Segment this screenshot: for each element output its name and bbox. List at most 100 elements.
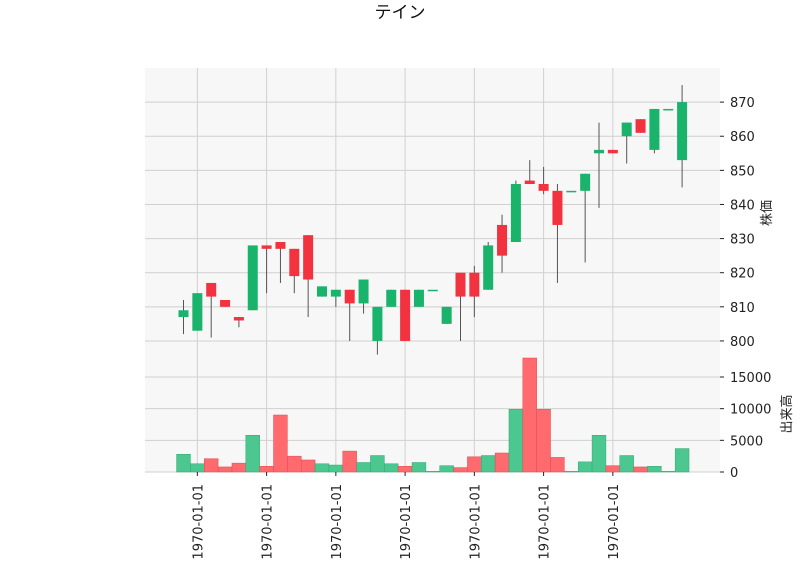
candle-body [303,235,314,280]
volume-bar [425,471,440,473]
candle-body [192,293,203,331]
candle-body [220,300,231,307]
price-panel-background [145,68,720,358]
candle-body [552,190,563,225]
candle-body [649,108,660,150]
volume-bar [508,409,524,473]
volume-bar [536,409,551,473]
candle-body [261,245,272,249]
candle-body [566,190,577,193]
candle-body [275,242,286,249]
volume-bar [647,466,662,473]
volume-bar [287,455,302,473]
volume-bar [467,456,482,473]
price-tick-label: 820 [730,267,755,282]
candle-body [497,224,508,256]
candle-body [386,289,397,307]
candle-body [289,248,300,277]
candle-body [317,286,327,297]
candle-body [427,289,438,292]
volume-bar [481,455,496,473]
candle-body [677,102,688,161]
volume-bar [176,454,191,473]
price-tick-label: 870 [730,96,755,111]
volume-bar [522,357,537,473]
x-tick-label: 1970-01-01 [330,484,345,560]
volume-bar [661,471,676,473]
volume-bar [273,414,288,473]
volume-bar [384,463,399,473]
candle-body [510,184,521,242]
candle-body [635,119,646,133]
volume-bar [633,466,648,473]
volume-bar [204,458,219,473]
volume-bar [605,465,621,473]
candle-body [344,289,355,304]
volume-bar [453,467,468,473]
price-tick-label: 860 [730,130,755,145]
volume-bar [217,466,233,473]
x-tick-label: 1970-01-01 [261,484,276,560]
volume-axis-label: 出来高 [779,394,795,433]
candle-body [594,149,604,154]
candle-body [607,149,618,154]
candle-body [233,317,244,321]
candle-body [178,310,189,318]
volume-bar [550,457,565,473]
volume-bars [176,357,690,473]
volume-bar [190,463,205,473]
candle-body [663,108,674,111]
candle-body [413,289,424,307]
price-tick-label: 830 [730,233,755,248]
candle-body [455,272,466,297]
volume-tick-label: 0 [730,466,738,481]
volume-bar [314,463,330,473]
volume-panel-background [145,358,720,472]
price-candles [178,85,688,355]
x-tick-label: 1970-01-01 [468,484,483,560]
x-tick-label: 1970-01-01 [607,484,622,560]
candle-body [247,245,258,311]
volume-bar [231,462,247,473]
volume-bar [619,455,634,473]
axes: 800 810 820 830 840 850 860 870 0 5000 10000 15000 1… [191,96,771,559]
candle-body [330,289,341,297]
candle-body [483,245,494,290]
chart-title: テイン [374,3,426,23]
candle-body [206,282,217,297]
price-tick-label: 840 [730,198,755,213]
volume-bar [370,455,385,473]
candle-body [441,306,452,324]
x-tick-label: 1970-01-01 [191,484,206,560]
volume-tick-label: 10000 [730,403,771,418]
volume-bar [259,466,274,473]
candle-body [621,122,632,137]
price-tick-label: 800 [730,335,755,350]
volume-bar [577,461,593,473]
candle-body [372,306,383,341]
candle-body [400,289,411,341]
volume-bar [397,466,413,473]
volume-bar [591,435,607,473]
candle-body [538,184,549,191]
volume-bar [494,452,510,473]
volume-bar [411,462,427,473]
candle-body [358,279,369,304]
volume-bar [356,462,371,473]
price-tick-label: 850 [730,164,755,179]
candle-body [580,173,591,191]
volume-tick-label: 5000 [730,434,763,449]
volume-bar [439,465,454,473]
volume-tick-label: 15000 [730,371,771,386]
candle-body [469,272,480,297]
volume-bar [245,435,260,473]
x-tick-label: 1970-01-01 [399,484,414,560]
x-tick-label: 1970-01-01 [538,484,553,560]
price-tick-label: 810 [730,301,755,316]
candle-body [524,180,535,184]
volume-bar [300,459,316,473]
volume-bar [564,471,579,473]
volume-bar [328,464,344,473]
volume-bar [674,448,690,473]
